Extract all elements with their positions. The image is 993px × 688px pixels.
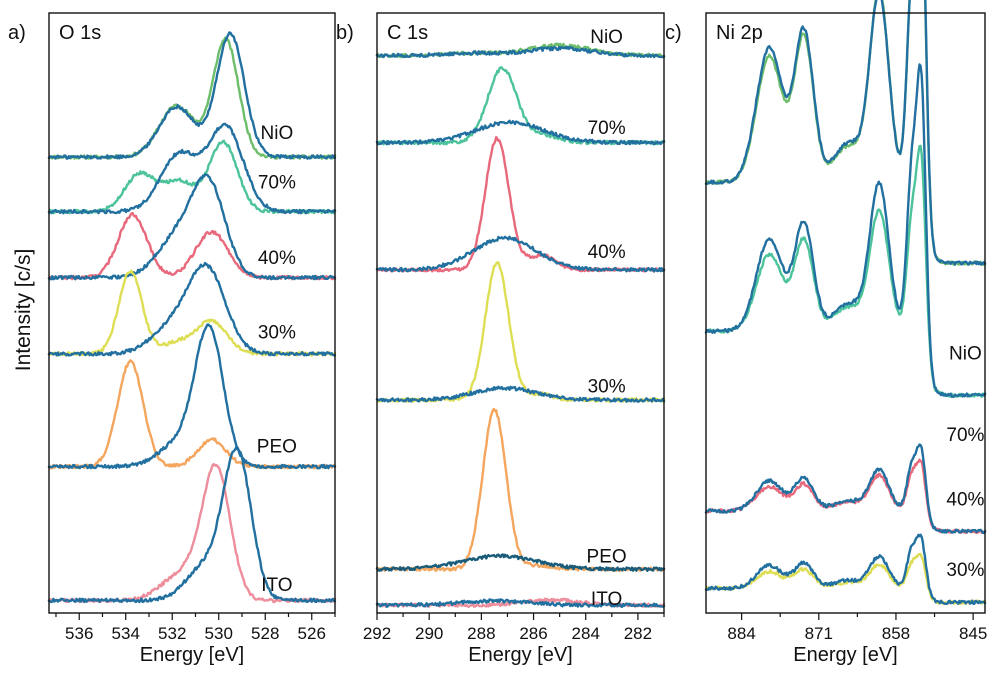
x-tick-label: 871 — [805, 624, 833, 643]
panel-title: C 1s — [387, 22, 428, 44]
series-annotation: 70% — [946, 425, 984, 446]
panel-label: b) — [336, 22, 354, 44]
spectrum-series-8 — [47, 261, 337, 357]
spectrum-series-4 — [375, 119, 666, 146]
traces — [47, 31, 337, 604]
x-tick-label: 858 — [882, 624, 910, 643]
spectrum-series-5 — [704, 458, 987, 535]
series-annotation: 30% — [258, 323, 296, 344]
spectrum-series-12 — [375, 598, 666, 608]
spectrum-series-8 — [704, 533, 987, 605]
panel-ni2p: 884 871 858 845 Energy [eV] c) Ni 2p NiO 70% 40% 3… — [665, 0, 987, 666]
plot-frame — [48, 12, 336, 614]
panel-label: a) — [8, 22, 26, 44]
x-tick-label: 526 — [298, 624, 326, 643]
series-annotation: 70% — [258, 173, 296, 194]
x-axis-label: Energy [eV] — [140, 644, 245, 666]
spectrum-series-6 — [47, 173, 337, 281]
x-tick-label: 288 — [467, 624, 495, 643]
x-tick-label: 532 — [158, 624, 186, 643]
x-tick-label: 286 — [519, 624, 547, 643]
panel-label: c) — [665, 22, 682, 44]
series-annotation: 30% — [588, 377, 626, 398]
x-tick-label: 845 — [959, 624, 987, 643]
series-annotation: PEO — [257, 437, 297, 458]
panels-group: 536 534 532 530 528 526 Energy [eV] a) O 1s NiO 70… — [8, 0, 987, 666]
spectrum-series-6 — [375, 235, 666, 273]
series-annotation: 70% — [588, 118, 626, 139]
traces — [375, 42, 666, 608]
series-annotation: ITO — [591, 589, 622, 610]
series-annotation: 40% — [588, 242, 626, 263]
series-annotation: 40% — [258, 248, 296, 269]
x-axis-label: Energy [eV] — [793, 644, 898, 666]
spectrum-series-7 — [704, 552, 987, 605]
spectrum-series-6 — [704, 443, 987, 535]
spectrum-series-4 — [47, 122, 337, 215]
x-tick-label: 284 — [572, 624, 600, 643]
x-axis-label: Energy [eV] — [468, 644, 573, 666]
y-axis-label: Intensity [c/s] — [12, 249, 35, 372]
x-tick-label: 282 — [624, 624, 652, 643]
x-tick-label: 290 — [415, 624, 443, 643]
x-tick-label: 292 — [363, 624, 391, 643]
plot-frame — [376, 12, 665, 614]
x-tick-label: 534 — [112, 624, 140, 643]
series-annotation: 30% — [946, 560, 984, 581]
x-tick-label: 530 — [205, 624, 233, 643]
x-tick-label: 528 — [251, 624, 279, 643]
series-annotation: NiO — [590, 27, 623, 48]
spectrum-series-9 — [47, 359, 337, 470]
series-annotation: NiO — [949, 344, 982, 365]
x-tick-label: 884 — [727, 624, 755, 643]
spectrum-series-10 — [375, 553, 666, 572]
panel-title: Ni 2p — [716, 22, 763, 44]
panel-title: O 1s — [59, 22, 101, 44]
spectrum-series-8 — [375, 385, 666, 403]
series-annotation: NiO — [261, 123, 294, 144]
x-tick-label: 536 — [65, 624, 93, 643]
spectrum-series-2 — [704, 0, 987, 266]
spectrum-series-10 — [47, 323, 337, 470]
spectrum-series-12 — [47, 445, 337, 604]
plot-frame — [705, 12, 986, 614]
spectrum-series-5 — [47, 212, 337, 281]
traces — [704, 0, 987, 605]
panel-c1s: 292 290 288 286 284 282 Energy [eV] b) C 1s NiO 70… — [336, 12, 666, 666]
series-annotation: PEO — [587, 546, 627, 567]
series-annotation: 40% — [946, 489, 984, 510]
spectrum-series-3 — [704, 144, 987, 398]
spectrum-series-2 — [47, 31, 337, 160]
spectrum-series-4 — [704, 63, 987, 398]
panel-o1s: 536 534 532 530 528 526 Energy [eV] a) O 1s NiO 70… — [8, 12, 337, 666]
series-annotation: ITO — [261, 575, 292, 596]
spectrum-series-2 — [375, 45, 666, 59]
